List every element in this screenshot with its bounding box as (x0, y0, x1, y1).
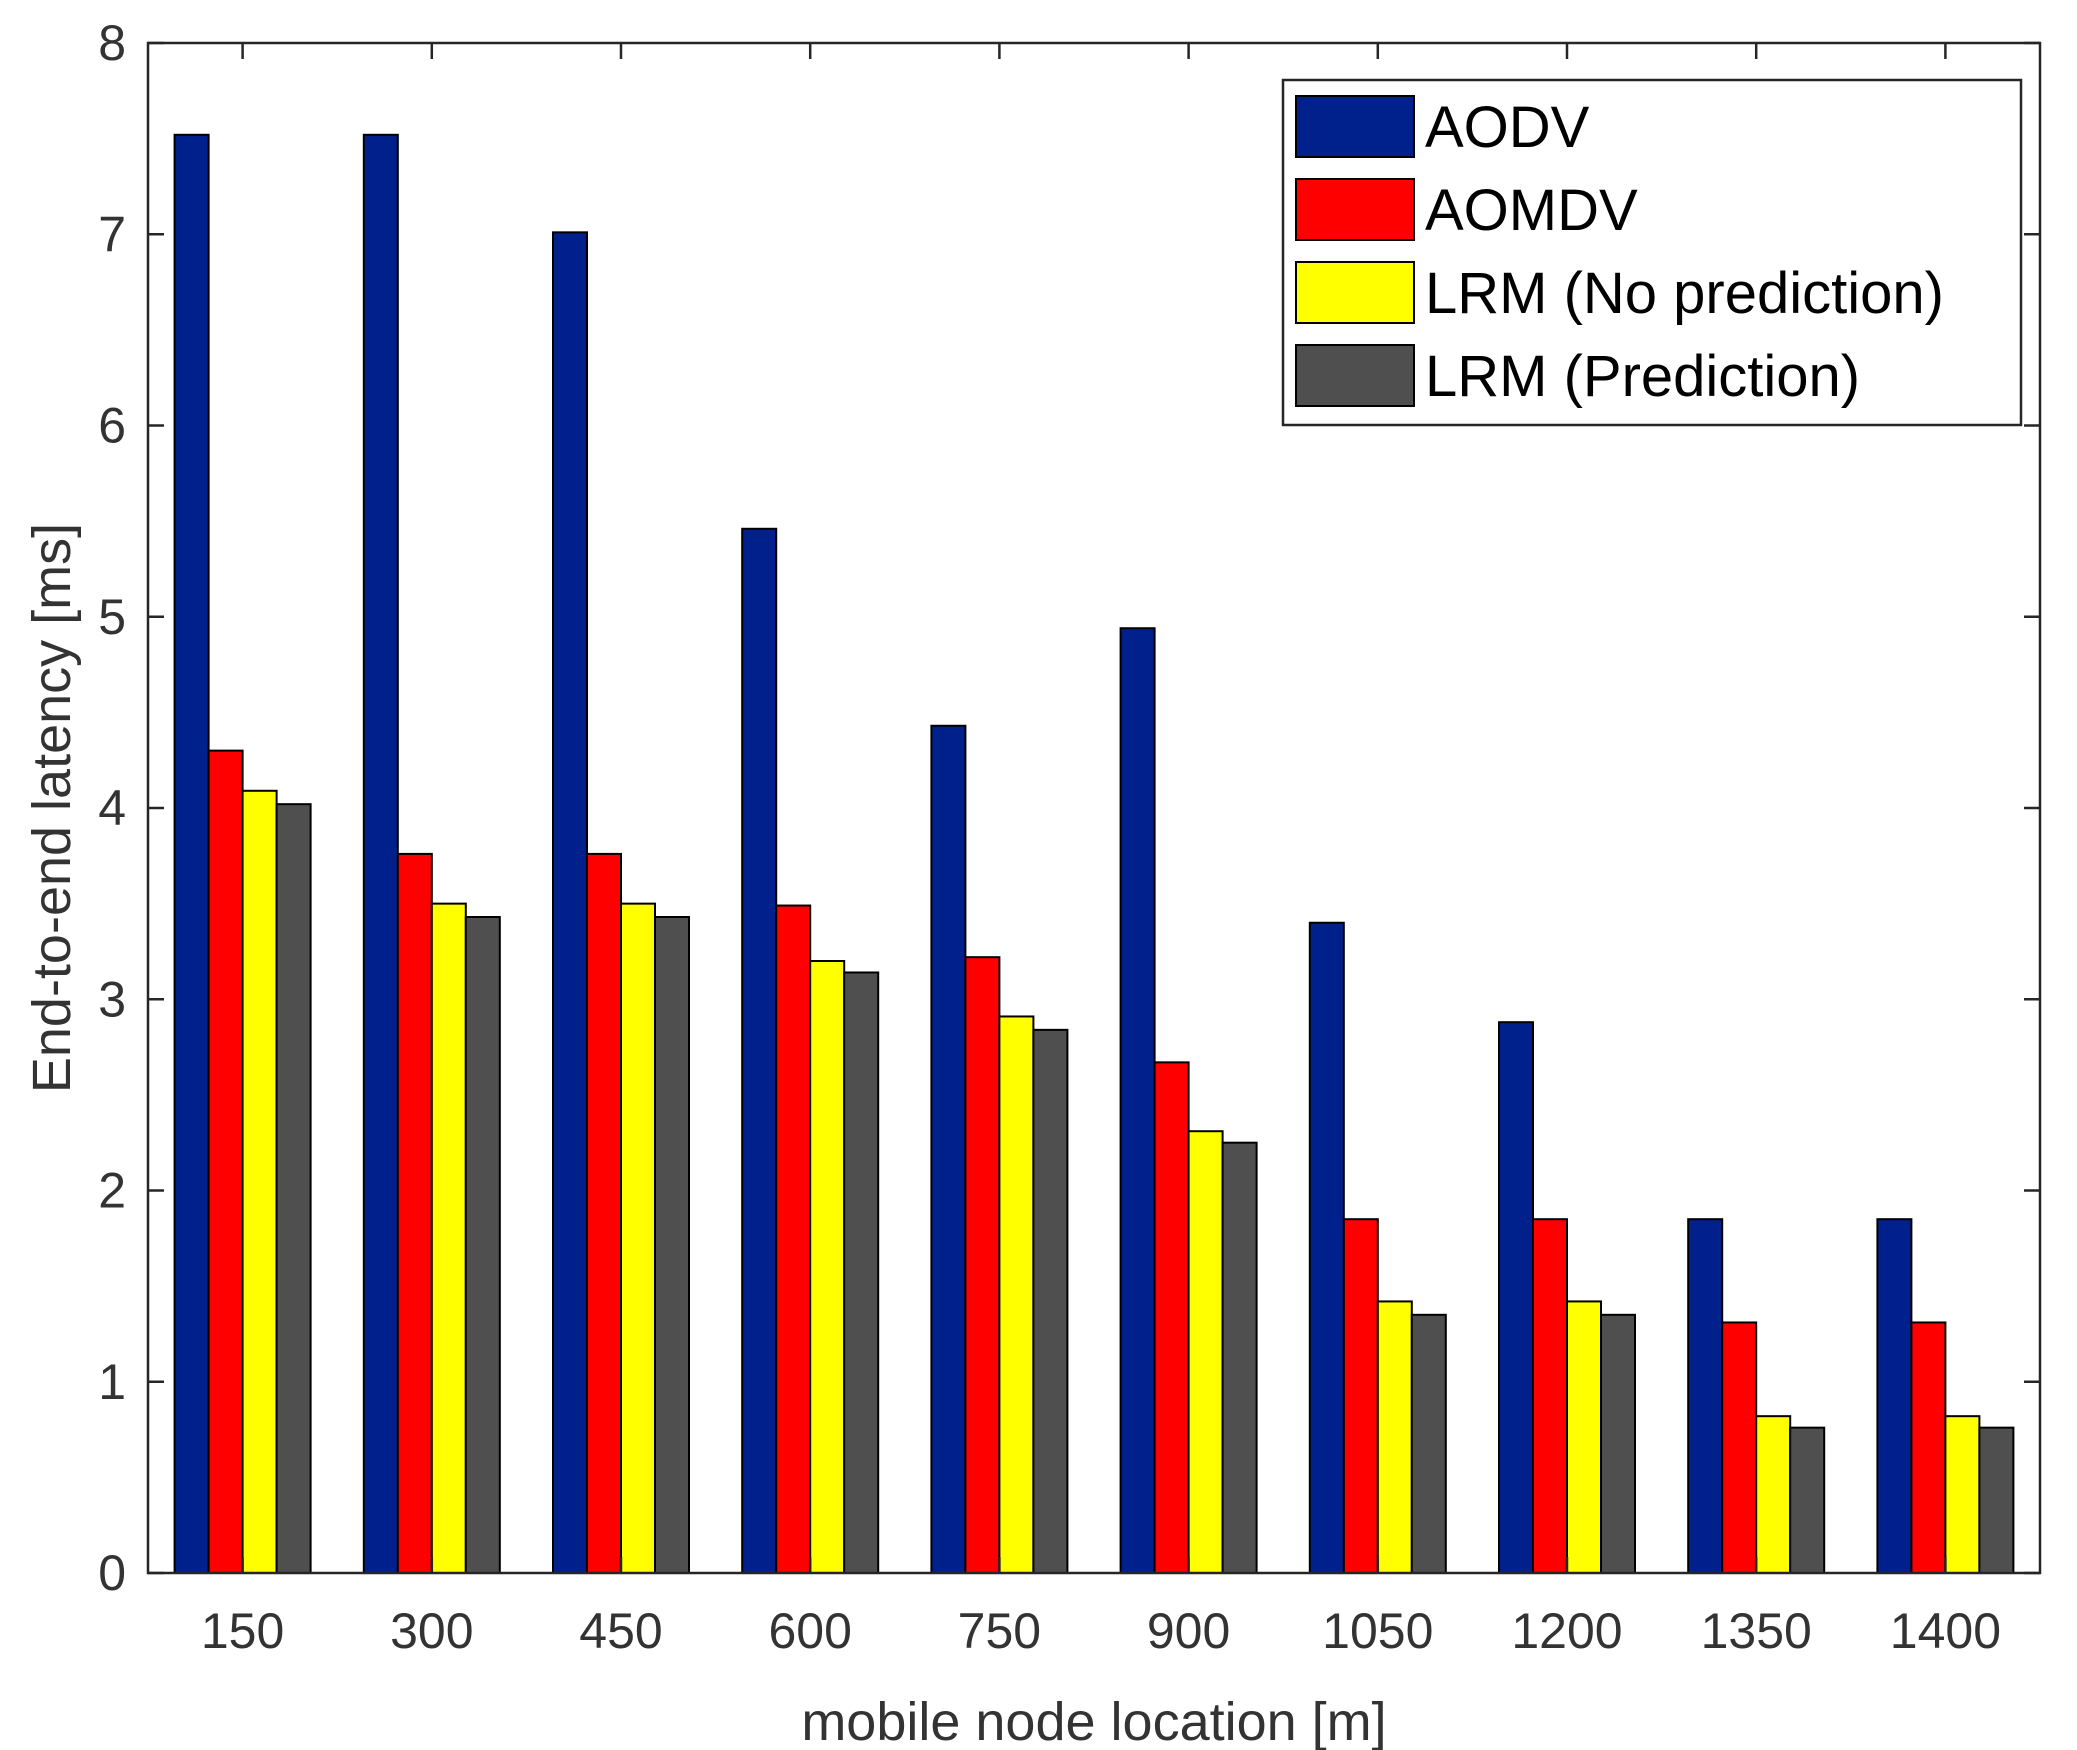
bar-lrm-no-prediction-1050 (1376, 1300, 1413, 1575)
bar-aomdv-300 (396, 852, 433, 1574)
x-tick-label: 1200 (1511, 1603, 1622, 1659)
bar-lrm-no-prediction-300 (430, 902, 467, 1574)
bar-lrm-prediction-900 (1221, 1141, 1258, 1574)
bar-aodv-150 (173, 133, 210, 1574)
bar-lrm-no-prediction-1200 (1566, 1300, 1602, 1575)
legend-swatch-lrm-no-prediction (1295, 261, 1415, 324)
y-tick-label: 1 (98, 1354, 126, 1410)
x-tick-label: 450 (579, 1603, 662, 1659)
bar-lrm-prediction-600 (843, 971, 880, 1574)
bar-lrm-no-prediction-600 (809, 960, 846, 1574)
ticks-layer (148, 41, 2040, 1575)
legend-label-lrm-no-prediction: LRM (No prediction) (1425, 261, 1944, 326)
bar-lrm-no-prediction-750 (998, 1015, 1035, 1574)
x-tick-label: 150 (201, 1603, 284, 1659)
bar-lrm-no-prediction-900 (1187, 1130, 1224, 1575)
y-tick-label: 5 (98, 589, 126, 645)
bar-aodv-450 (552, 231, 588, 1574)
bar-lrm-prediction-450 (654, 916, 690, 1574)
bars-layer (173, 133, 2015, 1575)
bar-aomdv-750 (964, 956, 1001, 1574)
bar-aodv-600 (741, 527, 778, 1574)
y-tick-labels: 0 1 2 3 4 5 6 7 8 (98, 15, 126, 1601)
bar-aomdv-1350 (1721, 1321, 1758, 1575)
bar-lrm-prediction-750 (1032, 1028, 1069, 1574)
bar-aomdv-1050 (1342, 1218, 1379, 1574)
bar-aodv-900 (1119, 627, 1156, 1574)
bar-lrm-no-prediction-1400 (1944, 1415, 1981, 1575)
y-axis-label: End-to-end latency [ms] (22, 523, 82, 1093)
y-tick-label: 2 (98, 1163, 126, 1219)
bar-aodv-1200 (1498, 1021, 1534, 1574)
bar-aodv-750 (930, 724, 967, 1574)
bar-lrm-prediction-1200 (1600, 1313, 1636, 1574)
bar-lrm-prediction-1050 (1410, 1313, 1447, 1574)
legend-label-aomdv: AOMDV (1425, 178, 1638, 243)
x-tick-label: 300 (390, 1603, 473, 1659)
y-tick-label: 0 (98, 1545, 126, 1601)
bar-lrm-no-prediction-450 (620, 902, 656, 1574)
bar-aodv-1350 (1687, 1218, 1724, 1574)
x-tick-labels: 150 300 450 600 750 900 1050 1200 1350 1400 (201, 1603, 2001, 1659)
x-tick-label: 600 (768, 1603, 851, 1659)
y-tick-label: 6 (98, 398, 126, 454)
bar-lrm-no-prediction-150 (241, 789, 278, 1574)
legend-swatch-aomdv (1295, 178, 1415, 241)
legend-label-lrm-prediction: LRM (Prediction) (1425, 344, 1860, 409)
bar-lrm-prediction-300 (464, 916, 501, 1574)
bar-lrm-prediction-1350 (1789, 1426, 1826, 1575)
bar-aomdv-150 (207, 749, 244, 1574)
x-tick-label: 900 (1147, 1603, 1230, 1659)
legend-swatch-lrm-prediction (1295, 344, 1415, 407)
legend-swatch-aodv (1295, 95, 1415, 158)
bar-lrm-no-prediction-1350 (1755, 1415, 1792, 1575)
bar-lrm-prediction-1400 (1978, 1426, 2015, 1575)
bar-aomdv-450 (586, 852, 622, 1574)
bar-aodv-1050 (1308, 921, 1345, 1574)
legend: AODV AOMDV LRM (No prediction) LRM (Predict… (1281, 78, 2023, 427)
bar-aomdv-900 (1153, 1061, 1190, 1575)
x-axis-label: mobile node location [m] (801, 1692, 1386, 1750)
y-tick-label: 8 (98, 15, 126, 71)
legend-label-aodv: AODV (1425, 95, 1590, 160)
x-tick-label: 1400 (1890, 1603, 2001, 1659)
bar-aodv-1400 (1876, 1218, 1913, 1574)
bar-aodv-300 (362, 133, 399, 1574)
y-tick-label: 7 (98, 206, 126, 262)
x-tick-label: 750 (958, 1603, 1041, 1659)
x-tick-label: 1050 (1322, 1603, 1433, 1659)
bar-aomdv-1400 (1910, 1321, 1947, 1575)
y-tick-label: 3 (98, 971, 126, 1027)
bar-aomdv-600 (775, 904, 812, 1574)
bar-aomdv-1200 (1532, 1218, 1568, 1574)
y-tick-label: 4 (98, 780, 126, 836)
x-tick-label: 1350 (1701, 1603, 1812, 1659)
bar-lrm-prediction-150 (275, 803, 312, 1574)
